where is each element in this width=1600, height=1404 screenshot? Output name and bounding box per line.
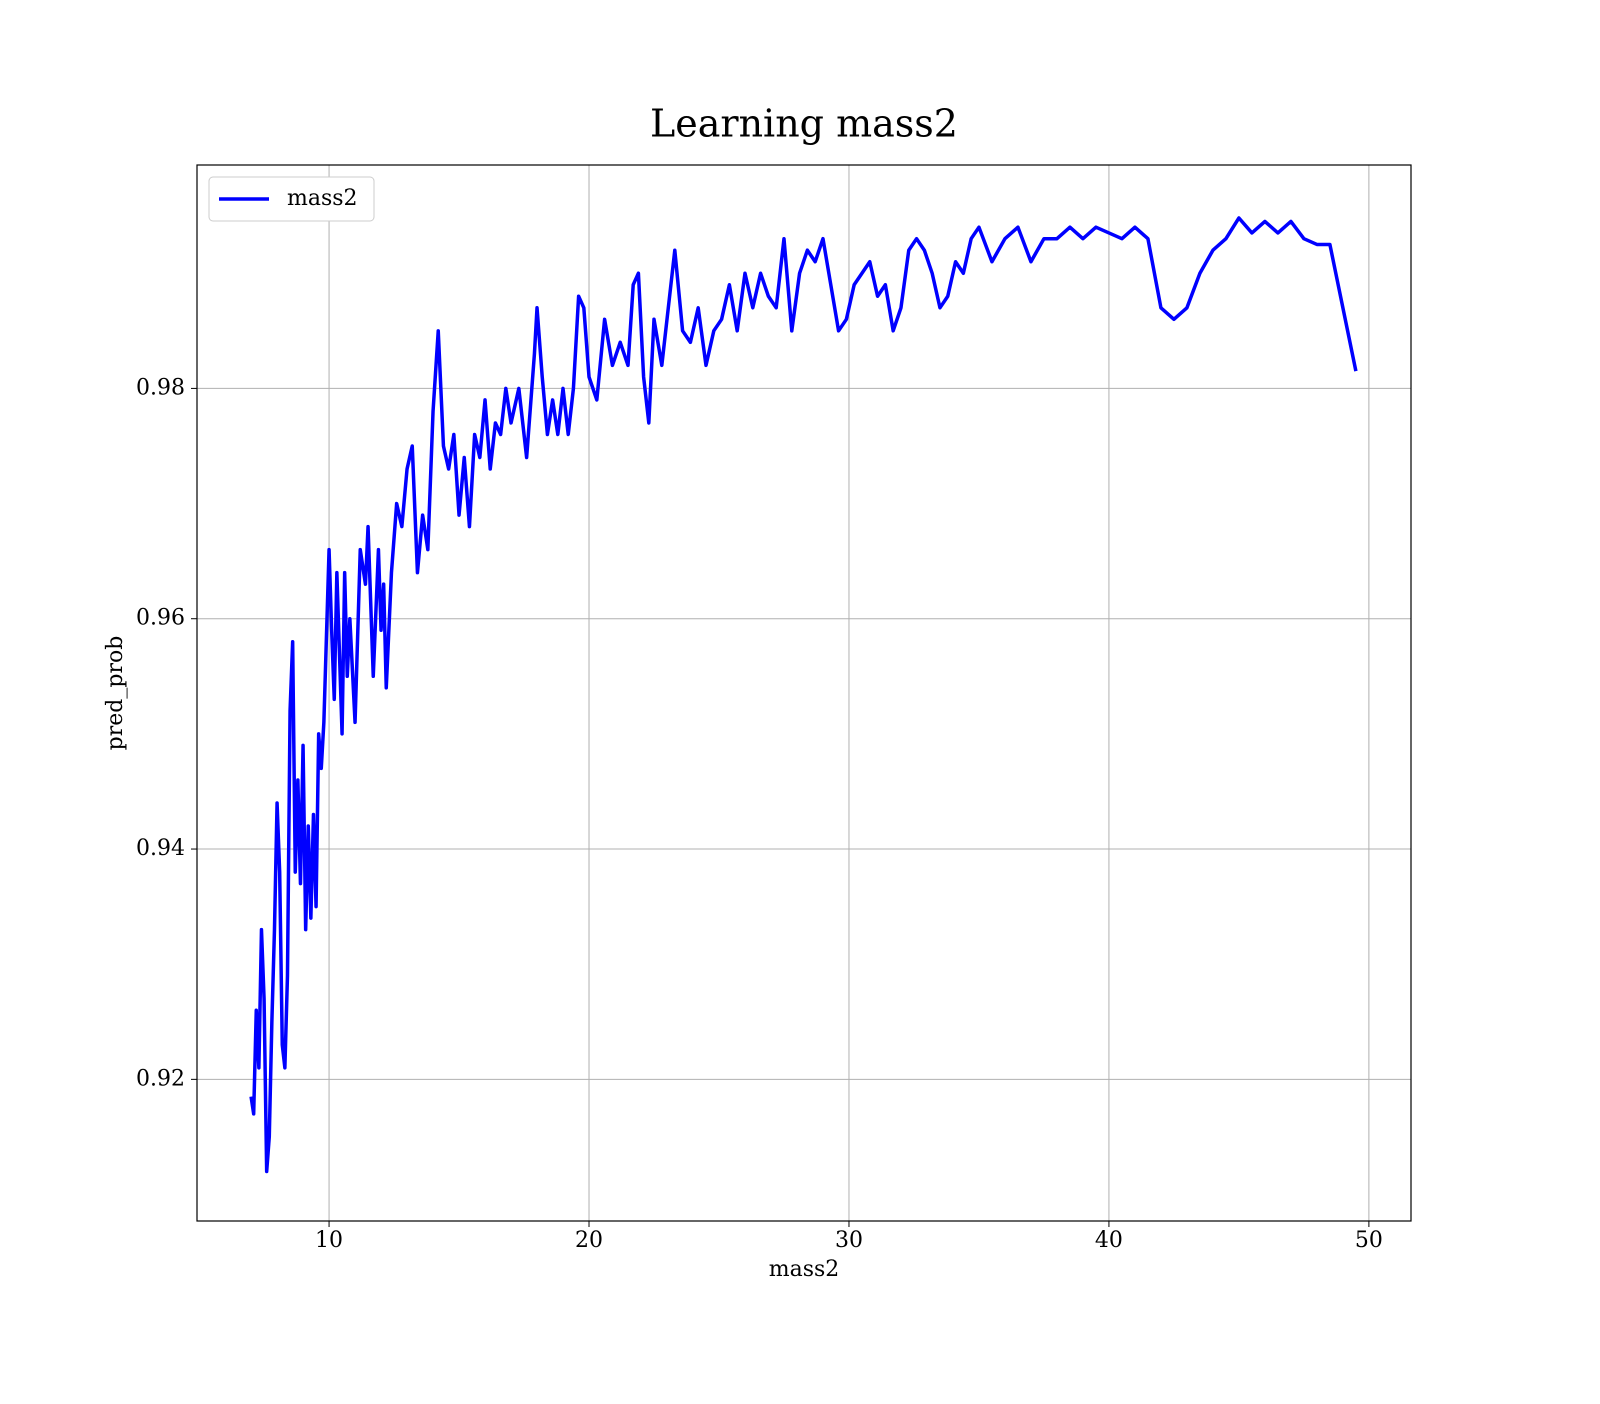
plot-frame — [196, 164, 1412, 1222]
legend-box — [208, 176, 375, 222]
legend-label: mass2 — [287, 186, 358, 211]
x-tick-label: 30 — [835, 1228, 863, 1253]
x-tick-label: 50 — [1355, 1228, 1383, 1253]
data-line — [249, 216, 1358, 1174]
y-tick-label: 0.92 — [136, 1066, 185, 1091]
x-tick-label: 20 — [575, 1228, 603, 1253]
y-tick-label: 0.94 — [136, 836, 185, 861]
x-tick-label: 10 — [315, 1228, 343, 1253]
y-axis-label: pred_prob — [103, 636, 128, 751]
chart-title: Learning mass2 — [650, 102, 958, 146]
x-tick-label: 40 — [1095, 1228, 1123, 1253]
y-tick-label: 0.98 — [136, 375, 185, 400]
y-tick-label: 0.96 — [136, 606, 185, 631]
x-axis-label: mass2 — [769, 1257, 840, 1282]
